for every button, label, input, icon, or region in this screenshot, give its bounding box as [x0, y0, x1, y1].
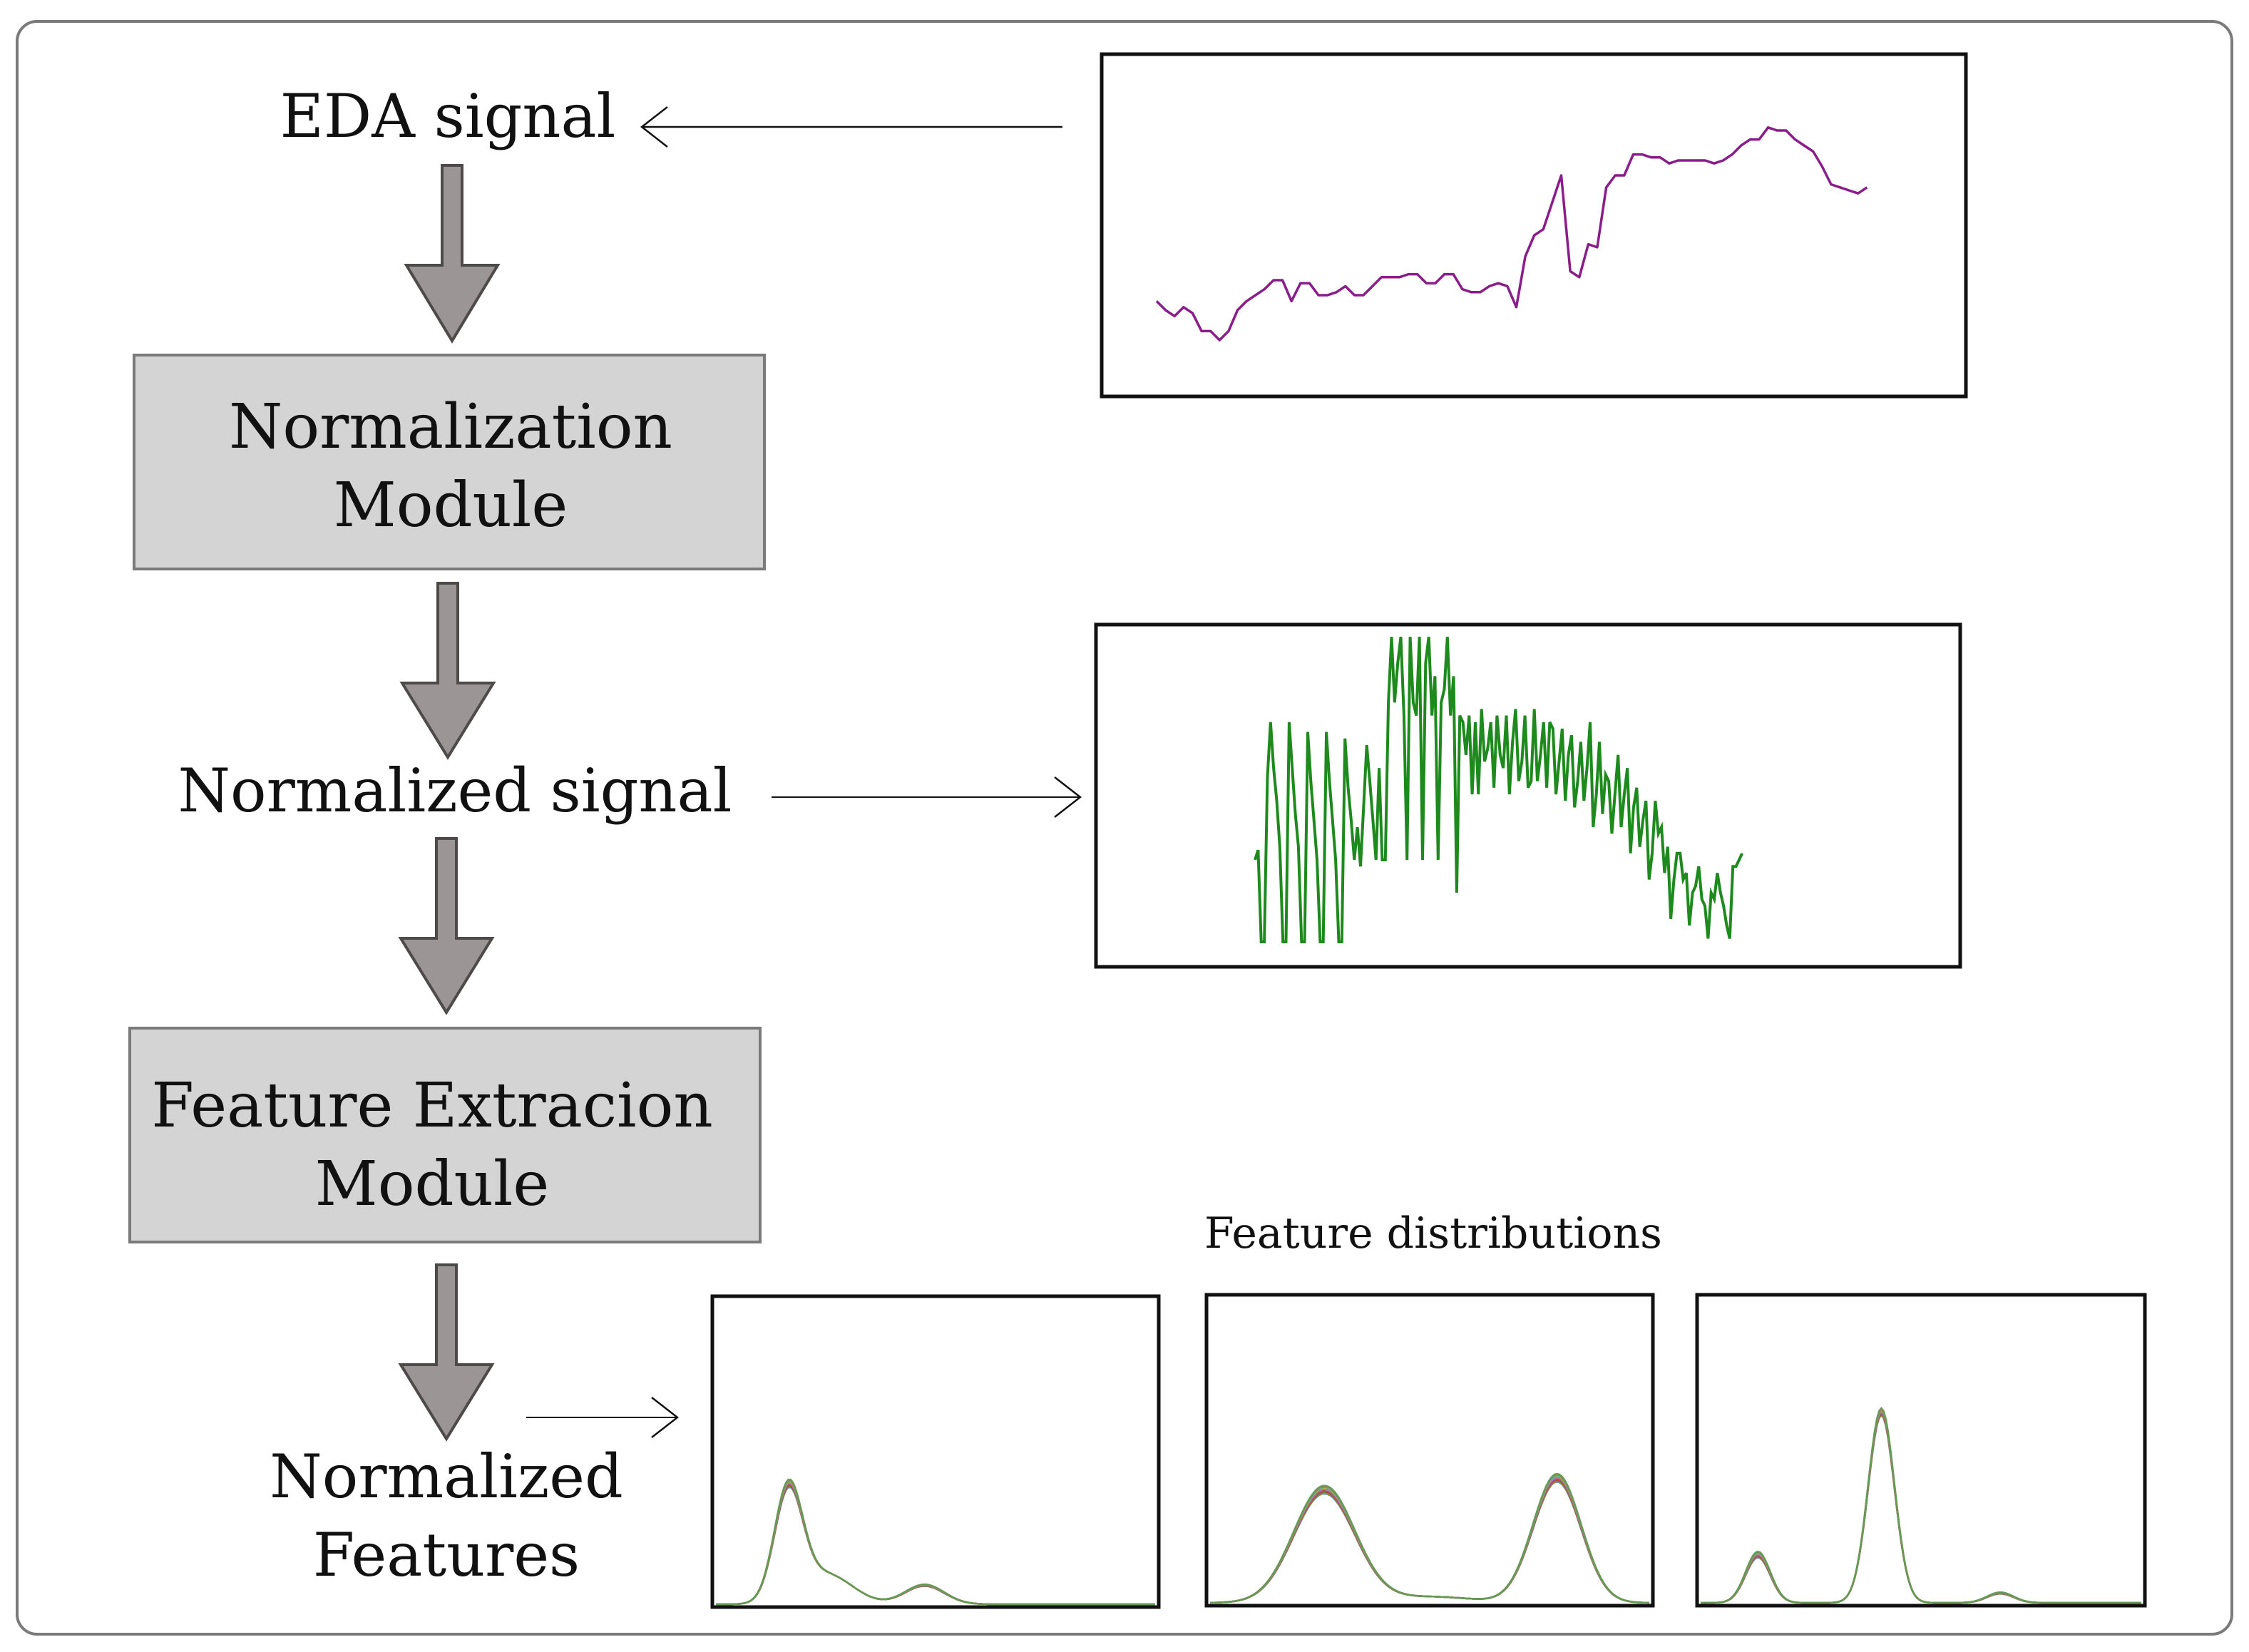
feature-extraction-module-label: Feature Extracion — [151, 1070, 712, 1141]
feature-distribution-1-curve — [716, 1478, 1155, 1606]
normalized-features-label: Normalized — [270, 1442, 623, 1512]
normalized-signal-label: Normalized signal — [178, 756, 732, 826]
feature-distribution-plot-3-frame — [1695, 1293, 2147, 1608]
normalized-features-label-line2: Features — [313, 1520, 580, 1590]
eda-signal-plot — [1100, 52, 1968, 399]
eda-signal-label: EDA signal — [280, 81, 616, 151]
feature-distribution-plot-3 — [1695, 1293, 2147, 1608]
normalization-module-label-line2: Module — [334, 470, 568, 541]
feature-extraction-module-label-line2: Module — [315, 1149, 550, 1220]
normalized-signal-plot — [1094, 622, 1962, 969]
feature-distribution-plot-2-frame — [1204, 1293, 1655, 1608]
normalized-signal-plot-frame — [1094, 622, 1962, 969]
feature-distribution-plot-1-frame — [710, 1294, 1161, 1609]
normalization-module-box — [133, 354, 766, 570]
eda-signal-plot-frame — [1100, 52, 1968, 399]
feature-distribution-plot-2 — [1204, 1293, 1655, 1608]
down-arrow-3 — [398, 837, 495, 1015]
feature-distributions-title: Feature distributions — [1204, 1209, 1662, 1258]
feature-distribution-3-curve — [1701, 1407, 2141, 1604]
normalized-signal-line — [1254, 636, 1744, 943]
eda-signal-line — [1155, 126, 1868, 342]
down-arrow-1 — [404, 164, 501, 344]
normalization-module-label: Normalization — [229, 391, 672, 463]
down-arrow-4 — [398, 1263, 495, 1442]
feature-extraction-module-box — [128, 1027, 762, 1243]
feature-distribution-2-curve — [1210, 1472, 1650, 1604]
feature-distribution-plot-1 — [710, 1294, 1161, 1609]
down-arrow-2 — [399, 582, 496, 760]
